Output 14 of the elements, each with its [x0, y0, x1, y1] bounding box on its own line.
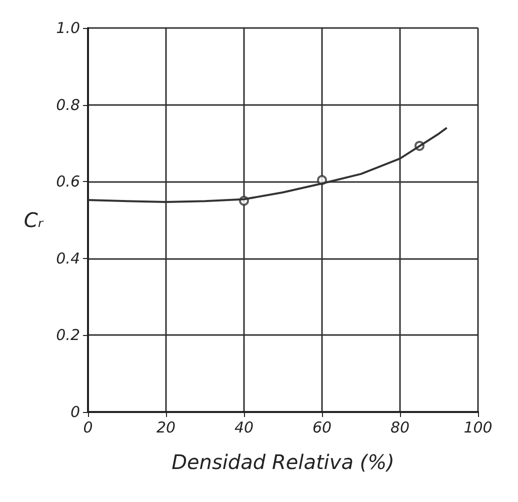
y-axis-title: Cᵣ	[24, 208, 44, 232]
y-tick-label: 0.8	[56, 96, 80, 114]
y-tick-label: 0.6	[56, 172, 80, 191]
x-tick-label: 0	[83, 418, 93, 436]
y-tick-label: 0	[70, 403, 80, 421]
y-tick-label: 0.2	[56, 326, 80, 344]
x-tick-label: 20	[156, 418, 176, 436]
x-tick-label: 100	[464, 418, 492, 436]
x-tick-label: 40	[234, 418, 254, 436]
x-tick-label: 60	[312, 418, 332, 436]
x-tick-label: 80	[390, 418, 410, 436]
y-tick-label: 0.4	[56, 249, 80, 268]
x-axis-title: Densidad Relativa (%)	[172, 450, 394, 474]
y-tick-label: 1.0	[56, 19, 80, 37]
